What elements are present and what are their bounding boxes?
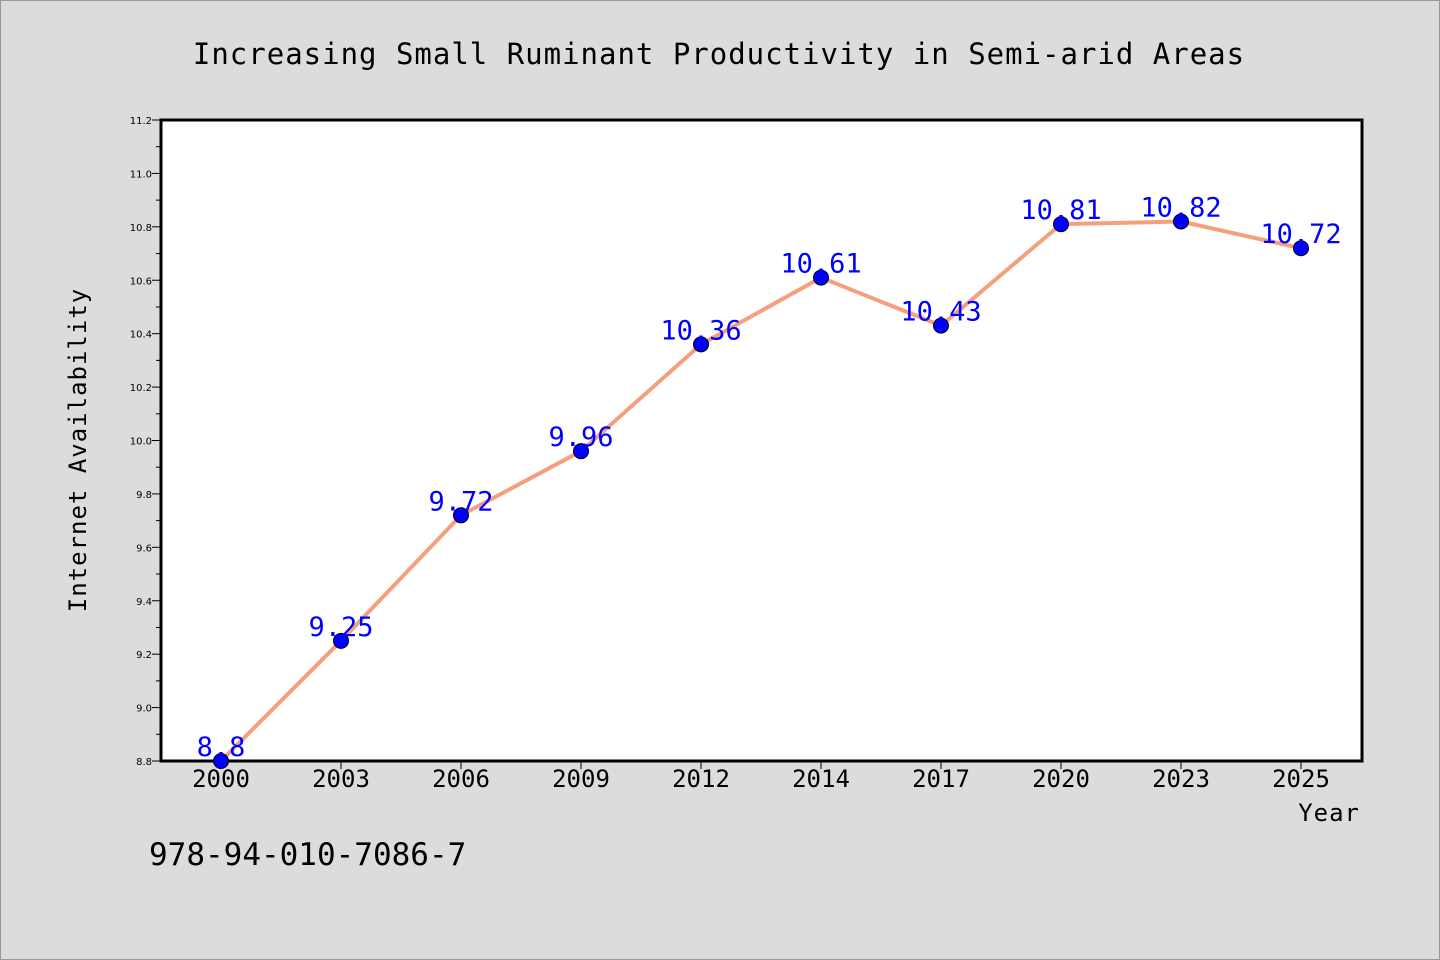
- y-tick-label: 10.8: [130, 223, 152, 234]
- data-label: 10.36: [660, 315, 741, 346]
- data-labels: 8.8 9.25 9.72 9.96 10.36 10.61 10.43 10.81 10.82…: [197, 192, 1342, 763]
- data-label: 10.43: [900, 297, 981, 328]
- y-tick-label: 10.4: [130, 330, 152, 341]
- y-tick-label: 9.6: [136, 543, 152, 554]
- y-tick-label: 10.6: [130, 276, 152, 287]
- plot-area: [159, 118, 1364, 763]
- data-label: 9.25: [308, 612, 373, 643]
- data-point: [813, 269, 829, 286]
- data-point: [1173, 213, 1189, 230]
- x-tick-label: 2006: [432, 765, 490, 793]
- x-tick-label: 2003: [312, 765, 370, 793]
- data-label: 10.81: [1020, 195, 1101, 226]
- data-label: 9.96: [548, 422, 613, 453]
- y-tick-label: 9.2: [136, 650, 152, 661]
- chart-title: Increasing Small Ruminant Productivity i…: [193, 37, 1245, 71]
- data-point: [213, 753, 229, 769]
- data-label: 10.61: [780, 249, 861, 280]
- y-tick-label: 10.0: [130, 437, 152, 448]
- x-tick-label: 2009: [552, 765, 610, 793]
- y-tick-label: 9.8: [136, 490, 152, 501]
- y-axis: 8.8 9.0 9.2 9.4 9.6 9.8 10.0 10.2 10.4 10.6 10.8 11…: [130, 116, 161, 768]
- y-tick-label: 10.2: [130, 383, 152, 394]
- data-point: [453, 507, 469, 524]
- series-line: [219, 219, 1303, 763]
- data-point: [333, 632, 349, 649]
- y-axis-label: Internet Availability: [64, 288, 92, 612]
- y-tick-label: 8.8: [136, 757, 152, 768]
- y-tick-label: 9.4: [136, 597, 152, 608]
- footer-code: 978-94-010-7086-7: [149, 837, 466, 873]
- data-point: [1293, 240, 1309, 257]
- y-tick-label: 11.0: [130, 169, 152, 180]
- x-tick-label: 2012: [672, 765, 730, 793]
- data-point: [573, 443, 589, 460]
- x-tick-label: 2023: [1152, 765, 1210, 793]
- data-label: 8.8: [197, 732, 246, 763]
- x-tick-label: 2000: [192, 765, 250, 793]
- data-point: [1053, 216, 1069, 233]
- y-tick-label: 11.2: [130, 116, 152, 127]
- data-point: [933, 317, 949, 334]
- data-point: [693, 336, 709, 353]
- x-axis: 2000 2003 2006 2009 2012 2014 2017 2020 2023 2025: [192, 761, 1330, 793]
- x-axis-label: Year: [1298, 799, 1360, 827]
- y-tick-label: 9.0: [136, 704, 152, 715]
- x-tick-label: 2020: [1032, 765, 1090, 793]
- x-tick-label: 2014: [792, 765, 850, 793]
- data-label: 10.82: [1140, 192, 1221, 223]
- x-tick-label: 2017: [912, 765, 970, 793]
- x-tick-label: 2025: [1272, 765, 1330, 793]
- data-label: 9.72: [428, 486, 493, 517]
- data-label: 10.72: [1260, 219, 1341, 250]
- series-layer: [213, 213, 1309, 769]
